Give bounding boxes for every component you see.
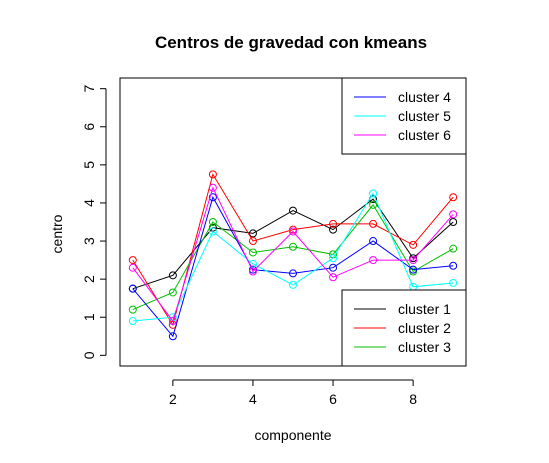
series-4-point-3: [208, 193, 217, 202]
legend-label-1: cluster 1: [398, 301, 451, 317]
series-6-point-5: [289, 227, 297, 236]
series-4-point-5: [289, 269, 297, 278]
series-6-point-6: [329, 273, 338, 282]
series-3-point-9: [449, 244, 458, 253]
series-5-point-1: [128, 317, 137, 326]
series-2-point-9: [449, 193, 458, 202]
series-4-point-9: [449, 261, 458, 270]
series-2-point-6: [329, 219, 338, 228]
series-6: [128, 183, 458, 326]
y-tick-label-1: 1: [81, 313, 97, 321]
x-tick-label-2: 6: [329, 391, 337, 407]
series-3: [128, 200, 458, 314]
legend-label-4: cluster 4: [398, 89, 451, 105]
x-tick-label-1: 4: [249, 391, 257, 407]
series-5-point-3: [208, 227, 217, 236]
series-line-6: [132, 186, 454, 323]
y-tick-label-0: 0: [81, 351, 97, 359]
series-2-point-7: [369, 219, 378, 228]
legend-bottom-right: cluster 1 cluster 2 cluster 3: [341, 289, 467, 367]
plot-frame: [119, 77, 467, 367]
series-4-point-7: [369, 237, 378, 246]
series-6-point-8: [409, 256, 418, 265]
legend-label-5: cluster 5: [398, 108, 451, 124]
series-3-point-4: [248, 248, 257, 257]
series-6-point-4: [248, 267, 257, 276]
series-4-point-2: [168, 332, 177, 341]
series-line-5: [132, 192, 454, 322]
series-1-point-6: [329, 225, 338, 234]
series-1-point-4: [248, 229, 257, 238]
series-1-point-5: [289, 206, 297, 215]
series-3-point-3: [208, 218, 217, 226]
x-tick-label-3: 8: [409, 391, 417, 407]
series-2-point-3: [208, 170, 217, 179]
series-line-2: [132, 173, 454, 327]
y-tick-label-6: 6: [81, 123, 97, 131]
axes-layer: 2 4 6 8 0 1 2 3 4 5 6 7: [81, 85, 417, 407]
series-6-point-9: [449, 210, 458, 219]
series-3-point-2: [168, 288, 177, 297]
legend-label-3: cluster 3: [398, 339, 451, 355]
series-6-point-2: [168, 317, 177, 326]
series-3-point-1: [128, 305, 137, 314]
series-5-point-7: [369, 189, 378, 198]
series-6-point-1: [128, 263, 137, 272]
series-2-point-1: [128, 256, 137, 265]
series-layer: [128, 170, 458, 341]
x-tick-label-0: 2: [169, 391, 177, 407]
series-1: [128, 195, 458, 293]
series-4-point-8: [409, 265, 418, 274]
series-2: [128, 170, 458, 329]
y-tick-label-7: 7: [81, 85, 97, 93]
series-1-point-2: [168, 271, 177, 280]
series-5-point-6: [329, 254, 338, 263]
series-1-point-9: [449, 218, 458, 226]
series-5-point-9: [449, 278, 458, 287]
y-tick-label-3: 3: [81, 237, 97, 245]
series-6-point-3: [208, 183, 217, 192]
series-5: [128, 189, 458, 326]
series-2-point-8: [409, 240, 418, 249]
x-axis-label: componente: [254, 427, 331, 443]
y-tick-label-4: 4: [81, 199, 97, 207]
series-3-point-7: [369, 200, 378, 209]
series-line-3: [132, 204, 454, 311]
series-2-point-4: [248, 237, 257, 246]
legend-label-6: cluster 6: [398, 127, 451, 143]
chart-title: Centros de gravedad con kmeans: [155, 33, 427, 52]
legend-label-2: cluster 2: [398, 320, 451, 336]
y-axis-label: centro: [49, 214, 65, 253]
series-5-point-5: [289, 280, 297, 289]
series-4-point-6: [329, 263, 338, 272]
series-6-point-7: [369, 256, 378, 265]
series-line-1: [132, 198, 454, 290]
y-tick-label-2: 2: [81, 275, 97, 283]
legend-top-right: cluster 4 cluster 5 cluster 6: [341, 77, 467, 155]
y-tick-label-5: 5: [81, 161, 97, 169]
series-3-point-5: [289, 242, 297, 251]
series-4-point-1: [128, 284, 137, 293]
